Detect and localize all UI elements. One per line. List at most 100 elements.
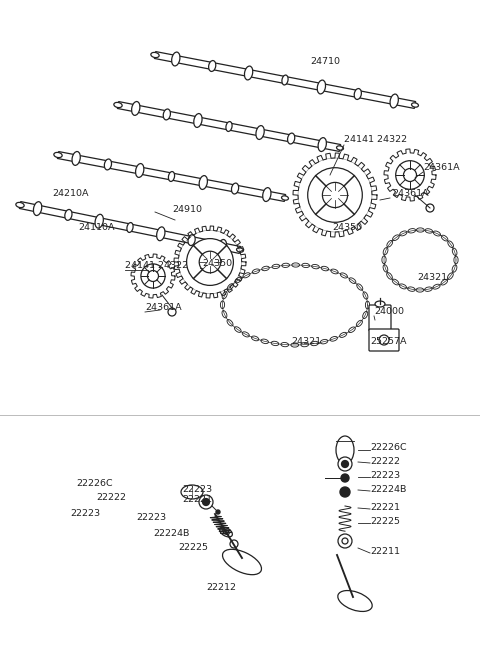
Ellipse shape (448, 241, 454, 247)
Ellipse shape (242, 332, 249, 337)
Circle shape (216, 510, 220, 514)
Ellipse shape (282, 75, 288, 85)
Ellipse shape (441, 279, 447, 285)
Ellipse shape (156, 227, 165, 241)
Ellipse shape (209, 60, 216, 72)
Circle shape (338, 534, 352, 548)
Ellipse shape (417, 228, 424, 232)
Ellipse shape (382, 256, 386, 264)
Ellipse shape (261, 339, 268, 344)
Ellipse shape (163, 109, 170, 120)
Ellipse shape (256, 125, 264, 140)
Text: 22224B: 22224B (370, 485, 407, 495)
Ellipse shape (336, 436, 354, 464)
Circle shape (342, 538, 348, 544)
Ellipse shape (220, 301, 225, 308)
Text: 22211: 22211 (370, 548, 400, 556)
Text: 24350: 24350 (202, 260, 232, 268)
Ellipse shape (172, 52, 180, 66)
Text: 22222: 22222 (96, 493, 126, 502)
Circle shape (379, 335, 389, 345)
Text: 22223: 22223 (370, 472, 400, 480)
Text: 24141 24322: 24141 24322 (344, 136, 407, 144)
Circle shape (341, 474, 349, 482)
Ellipse shape (349, 277, 356, 283)
Ellipse shape (348, 327, 355, 333)
Ellipse shape (356, 320, 362, 327)
Ellipse shape (311, 341, 318, 346)
Ellipse shape (263, 188, 271, 201)
Ellipse shape (181, 485, 203, 499)
Ellipse shape (387, 273, 392, 279)
Text: 22225: 22225 (178, 544, 208, 552)
Ellipse shape (222, 292, 227, 299)
Text: 22223: 22223 (70, 510, 100, 518)
Ellipse shape (441, 236, 448, 241)
Ellipse shape (223, 529, 229, 535)
Ellipse shape (320, 339, 328, 344)
Ellipse shape (375, 301, 385, 307)
Ellipse shape (408, 228, 416, 233)
Circle shape (147, 270, 158, 281)
Ellipse shape (231, 183, 239, 194)
Ellipse shape (272, 264, 280, 268)
Ellipse shape (365, 301, 370, 309)
Ellipse shape (244, 66, 253, 80)
Ellipse shape (65, 209, 72, 220)
Ellipse shape (228, 283, 233, 290)
Ellipse shape (387, 241, 393, 247)
Text: 22224B: 22224B (153, 529, 190, 539)
Ellipse shape (34, 201, 42, 216)
Ellipse shape (354, 89, 361, 100)
Ellipse shape (114, 102, 122, 108)
Ellipse shape (104, 159, 111, 170)
Ellipse shape (282, 196, 288, 200)
Ellipse shape (199, 176, 207, 190)
Ellipse shape (317, 80, 325, 94)
Ellipse shape (330, 337, 337, 341)
Text: 24210A: 24210A (52, 190, 88, 199)
Polygon shape (19, 201, 240, 253)
Ellipse shape (282, 263, 289, 268)
Ellipse shape (357, 284, 363, 290)
Text: 24141 24322: 24141 24322 (125, 262, 188, 270)
Ellipse shape (271, 341, 279, 346)
Ellipse shape (252, 269, 260, 274)
Ellipse shape (194, 113, 202, 127)
Ellipse shape (393, 235, 399, 241)
Circle shape (230, 540, 238, 548)
Ellipse shape (416, 288, 424, 292)
Circle shape (187, 239, 233, 285)
Ellipse shape (291, 343, 299, 347)
Ellipse shape (188, 235, 195, 245)
Ellipse shape (54, 152, 62, 157)
Circle shape (308, 168, 362, 222)
Ellipse shape (168, 172, 175, 182)
Ellipse shape (390, 94, 398, 108)
Ellipse shape (433, 231, 441, 236)
Ellipse shape (433, 284, 440, 289)
Ellipse shape (321, 266, 329, 271)
Ellipse shape (220, 527, 232, 537)
Circle shape (203, 499, 209, 506)
Circle shape (199, 495, 213, 509)
Ellipse shape (331, 269, 338, 274)
Text: 22221: 22221 (182, 495, 212, 504)
Text: 24361A: 24361A (392, 190, 429, 199)
Circle shape (168, 308, 176, 316)
Text: 24350: 24350 (332, 224, 362, 232)
Ellipse shape (447, 273, 453, 279)
Ellipse shape (301, 342, 309, 347)
Circle shape (338, 457, 352, 471)
Text: 24710: 24710 (310, 58, 340, 66)
Ellipse shape (454, 256, 458, 264)
Text: 22221: 22221 (370, 504, 400, 512)
Circle shape (199, 251, 221, 273)
Circle shape (396, 161, 424, 190)
Ellipse shape (95, 215, 103, 228)
Text: 24361A: 24361A (423, 163, 460, 173)
Text: 22223: 22223 (182, 485, 212, 495)
Ellipse shape (223, 549, 262, 575)
Ellipse shape (383, 247, 388, 255)
Text: 25257A: 25257A (370, 337, 407, 346)
